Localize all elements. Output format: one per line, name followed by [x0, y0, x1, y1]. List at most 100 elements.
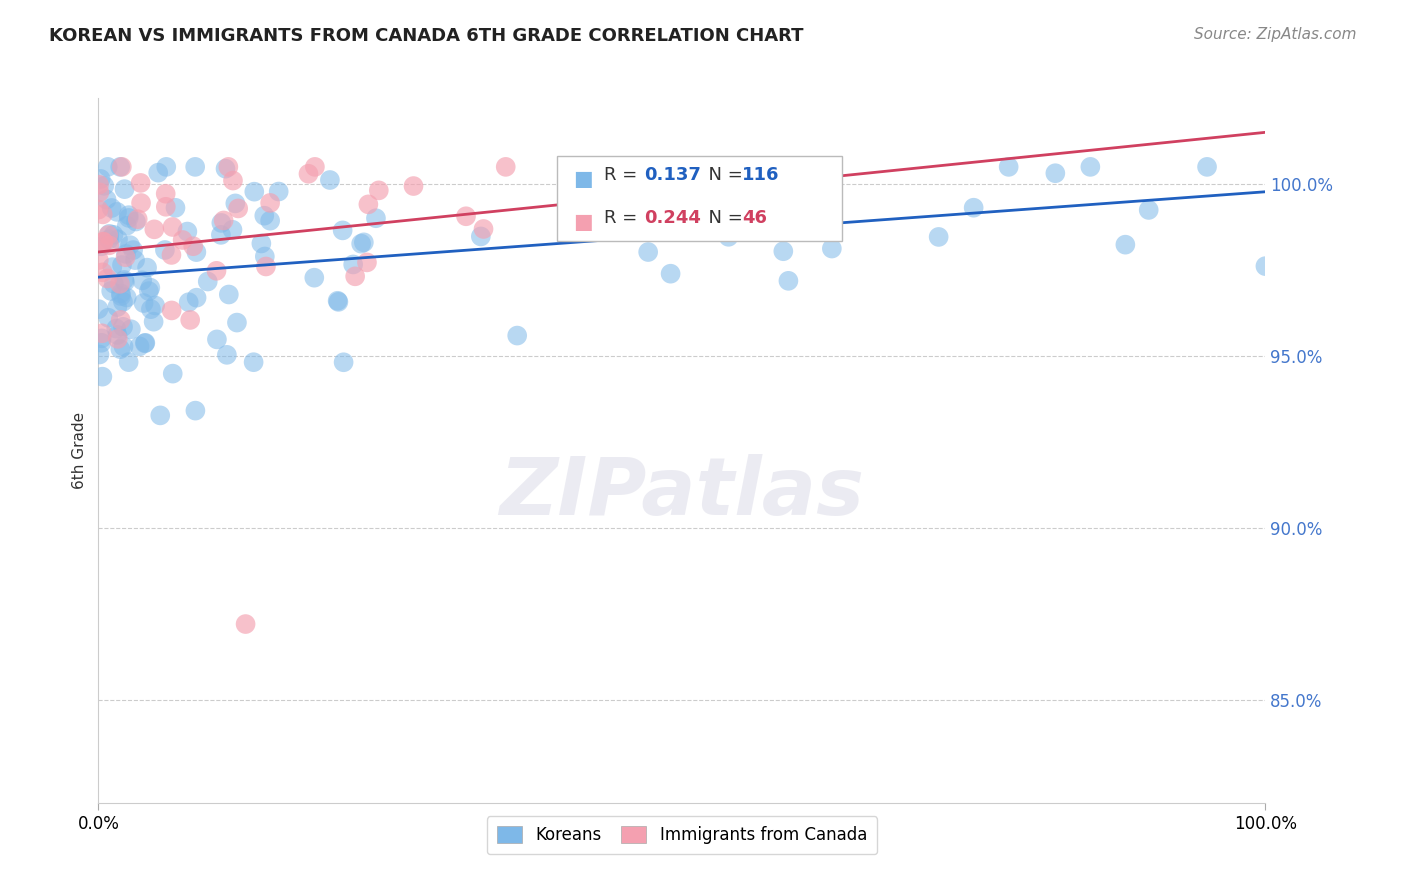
- Text: 46: 46: [742, 209, 768, 227]
- Point: [253, 209, 276, 223]
- Point: [253, 250, 276, 264]
- Point: [87, 178, 110, 192]
- Point: [209, 227, 232, 242]
- Point: [110, 289, 132, 303]
- Point: [454, 209, 477, 223]
- Point: [222, 173, 245, 187]
- Point: [103, 227, 125, 242]
- Point: [129, 176, 152, 190]
- Point: [1045, 166, 1067, 180]
- Point: [91, 265, 114, 279]
- Point: [87, 302, 110, 317]
- Point: [91, 235, 114, 249]
- Point: [254, 260, 277, 274]
- Point: [114, 250, 136, 264]
- Point: [107, 232, 129, 246]
- Point: [87, 252, 110, 267]
- Point: [111, 160, 134, 174]
- Point: [177, 295, 200, 310]
- Point: [817, 172, 839, 186]
- Point: [90, 172, 112, 186]
- Point: [115, 219, 138, 233]
- Point: [125, 214, 148, 228]
- Point: [91, 369, 114, 384]
- Point: [110, 342, 132, 356]
- Text: Source: ZipAtlas.com: Source: ZipAtlas.com: [1194, 27, 1357, 42]
- Point: [224, 196, 246, 211]
- Point: [122, 243, 145, 257]
- Point: [214, 161, 236, 176]
- Point: [87, 202, 110, 217]
- Text: ■: ■: [574, 211, 593, 232]
- Point: [114, 182, 136, 196]
- Point: [112, 273, 135, 287]
- Point: [243, 185, 266, 199]
- Point: [717, 229, 740, 244]
- Text: ■: ■: [574, 169, 593, 189]
- Point: [118, 208, 141, 222]
- Point: [242, 355, 264, 369]
- Y-axis label: 6th Grade: 6th Grade: [72, 412, 87, 489]
- Point: [745, 169, 768, 183]
- Point: [103, 277, 125, 291]
- Point: [120, 322, 142, 336]
- Point: [115, 247, 138, 261]
- Point: [357, 197, 380, 211]
- Point: [114, 275, 136, 289]
- Point: [259, 213, 281, 227]
- Point: [205, 264, 228, 278]
- Text: KOREAN VS IMMIGRANTS FROM CANADA 6TH GRADE CORRELATION CHART: KOREAN VS IMMIGRANTS FROM CANADA 6TH GRA…: [49, 27, 804, 45]
- Text: N =: N =: [697, 209, 748, 227]
- Point: [98, 232, 121, 246]
- Point: [155, 160, 177, 174]
- Point: [218, 287, 240, 301]
- Point: [117, 355, 139, 369]
- Point: [105, 205, 128, 219]
- Point: [90, 331, 112, 345]
- Point: [108, 277, 131, 291]
- Point: [226, 316, 249, 330]
- Point: [1137, 202, 1160, 217]
- Point: [160, 248, 183, 262]
- Point: [105, 321, 128, 335]
- Point: [1195, 160, 1218, 174]
- Point: [127, 212, 149, 227]
- Point: [98, 238, 121, 252]
- Point: [344, 269, 367, 284]
- Point: [1080, 160, 1102, 174]
- Point: [186, 245, 208, 260]
- Point: [138, 284, 160, 298]
- Point: [139, 280, 162, 294]
- Point: [332, 355, 354, 369]
- Point: [1254, 259, 1277, 273]
- Point: [124, 253, 146, 268]
- Point: [97, 228, 120, 243]
- Point: [364, 211, 387, 226]
- Point: [342, 257, 364, 271]
- Point: [367, 183, 389, 197]
- Point: [93, 235, 115, 249]
- Point: [149, 409, 172, 423]
- Point: [472, 222, 495, 236]
- Point: [91, 207, 114, 221]
- Point: [402, 179, 425, 194]
- Point: [181, 239, 204, 253]
- Point: [506, 328, 529, 343]
- Point: [962, 201, 984, 215]
- Point: [235, 617, 257, 632]
- Point: [162, 219, 184, 234]
- Point: [997, 160, 1019, 174]
- Point: [250, 236, 273, 251]
- Point: [129, 196, 152, 211]
- Point: [184, 160, 207, 174]
- Point: [96, 271, 118, 285]
- Point: [153, 243, 176, 257]
- Point: [297, 167, 319, 181]
- Point: [659, 267, 682, 281]
- Point: [96, 193, 118, 207]
- Point: [134, 336, 156, 351]
- Point: [128, 339, 150, 353]
- Point: [304, 160, 326, 174]
- Point: [778, 274, 800, 288]
- Point: [470, 229, 492, 244]
